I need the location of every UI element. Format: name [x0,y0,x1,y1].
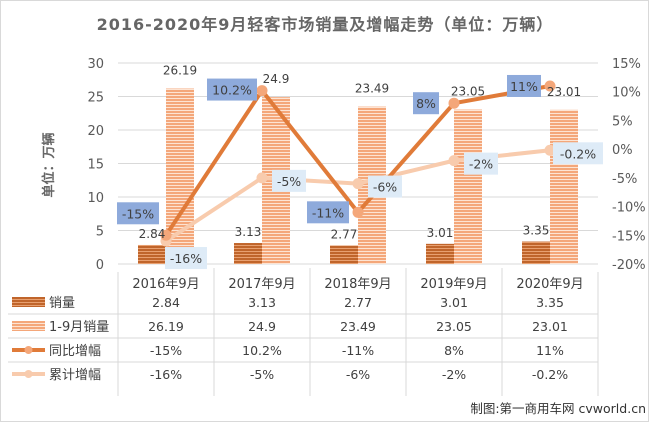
y2-tick-label: 15% [612,57,641,72]
category-label: 2016年9月 [132,277,199,292]
table-cell: -2% [442,367,466,382]
data-label-box [165,247,207,270]
bar-monthly-sales [330,245,358,264]
line-data-label: -16% [170,251,202,266]
y-tick-label: 15 [87,158,104,173]
bar-data-label: 23.05 [451,85,485,99]
line-data-label: -2% [469,157,493,172]
category-label: 2020年9月 [516,277,583,292]
table-cell: 24.9 [248,319,276,334]
line-point [256,85,268,97]
bar-data-label: 3.13 [235,225,262,239]
bar-data-label: 3.35 [523,224,550,238]
table-cell: -15% [150,343,182,358]
legend-label: 销量 [49,296,75,311]
table-cell: 8% [444,343,464,358]
line-data-label: 10.2% [212,83,252,98]
line-data-label: -6% [373,180,397,195]
y2-tick-label: -10% [612,201,646,216]
category-label: 2019年9月 [420,277,487,292]
y-tick-label: 30 [87,57,104,72]
bar-cumulative-sales [550,109,578,264]
legend-label: 同比增幅 [49,344,101,359]
y-tick-label: 25 [87,91,104,106]
data-label-box [307,201,349,224]
data-label-box [464,152,498,175]
table-cell: 23.49 [340,319,376,334]
table-cell: 2.84 [152,295,180,310]
bar-monthly-sales [138,244,166,264]
bar-cumulative-sales [454,109,482,264]
table-cell: 10.2% [242,343,282,358]
table-cell: 26.19 [148,319,184,334]
table-cell: -6% [346,367,370,382]
y-tick-label: 20 [87,124,104,139]
table-cell: -11% [342,343,374,358]
line-data-label: -0.2% [560,146,596,161]
data-label-box [553,142,603,165]
y2-tick-label: -20% [612,258,646,273]
line-point [544,80,556,92]
line-point [160,229,172,241]
bar-data-label: 23.49 [355,82,389,96]
bar-data-label: 26.19 [163,64,197,78]
source-credit: 制图:第一商用车网 cvworld.cn [470,401,646,416]
table-cell: 3.01 [440,295,468,310]
y-tick-label: 0 [96,258,104,273]
line-point [256,172,268,184]
legend-marker-3 [24,370,33,378]
table-cell: 11% [536,343,564,358]
data-label-box [413,92,439,115]
line-data-label: 8% [416,96,436,111]
table-cell: 23.05 [436,319,472,334]
bar-data-label: 24.9 [263,72,290,86]
y2-tick-label: 5% [612,114,633,129]
y2-tick-label: 0% [612,143,633,158]
bar-data-label: 3.01 [427,226,454,240]
bar-data-label: 2.84 [139,227,166,241]
y2-tick-label: -15% [612,229,646,244]
line-data-label: -15% [122,206,154,221]
table-cell: -0.2% [532,367,568,382]
bar-monthly-sales [234,243,262,264]
table-cell: 23.01 [532,319,568,334]
line-point [352,206,364,218]
y-tick-label: 10 [87,191,104,206]
data-label-box [272,169,306,192]
line-point [352,178,364,190]
table-cell: -16% [150,367,182,382]
bar-monthly-sales [522,241,550,264]
table-cell: 3.13 [248,295,276,310]
table-cell: 3.35 [536,295,564,310]
bar-data-label: 23.01 [547,85,581,99]
line-data-label: 11% [510,79,538,94]
y-axis-title: 单位：万辆 [41,132,57,197]
category-label: 2018年9月 [324,277,391,292]
legend-label: 1-9月销量 [49,320,109,335]
line-point [448,97,460,109]
legend-marker-2 [24,346,33,354]
y2-tick-label: 10% [612,86,641,101]
line-data-label: -5% [277,174,301,189]
data-label-box [368,175,402,198]
y-tick-label: 5 [96,225,104,240]
legend-swatch-0 [12,297,45,307]
line-point [448,155,460,167]
line-point [544,144,556,156]
chart-title: 2016-2020年9月轻客市场销量及增幅走势（单位：万辆） [97,15,554,34]
legend-swatch-1 [12,321,45,331]
y2-tick-label: -5% [612,172,637,187]
table-cell: -5% [250,367,274,382]
table-cell: 2.77 [344,295,372,310]
line-data-label: -11% [312,205,344,220]
bar-data-label: 2.77 [331,227,358,241]
data-label-box [507,74,541,97]
category-label: 2017年9月 [228,277,295,292]
legend-label: 累计增幅 [49,368,101,383]
data-label-box [207,78,257,101]
data-label-box [117,202,159,225]
bar-monthly-sales [426,243,454,264]
